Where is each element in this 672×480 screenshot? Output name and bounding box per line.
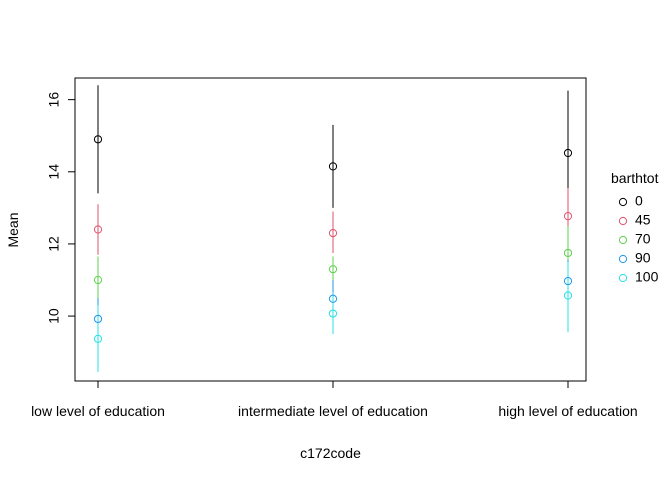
legend-marker-0 — [618, 197, 628, 207]
point-45 — [93, 225, 103, 234]
point-45 — [328, 229, 338, 238]
point-90 — [93, 314, 103, 324]
y-axis: 10 12 14 16 — [46, 92, 76, 324]
error-bars — [97, 85, 569, 372]
point-0 — [93, 135, 103, 144]
x-tick-label: high level of education — [498, 403, 637, 419]
point-70 — [328, 265, 338, 274]
legend-label-45: 45 — [635, 212, 651, 228]
point-70 — [563, 248, 573, 258]
point-90 — [563, 276, 573, 286]
y-tick-label: 10 — [46, 308, 62, 324]
plot-frame — [74, 77, 587, 382]
point-0 — [563, 148, 573, 158]
x-axis: low level of education intermediate level… — [31, 380, 638, 419]
point-45 — [563, 212, 573, 221]
point-0 — [328, 162, 338, 171]
x-tick-label: intermediate level of education — [238, 403, 428, 419]
point-90 — [328, 294, 338, 303]
x-axis-title: c172code — [300, 445, 361, 461]
legend-marker-100 — [618, 273, 628, 283]
legend-marker-90 — [618, 254, 628, 264]
legend-marker-45 — [618, 216, 628, 226]
legend-label-0: 0 — [635, 193, 643, 209]
legend-label-90: 90 — [635, 250, 651, 266]
legend-label-70: 70 — [635, 231, 651, 247]
legend-title: barthtot — [611, 170, 659, 186]
legend-label-100: 100 — [635, 269, 659, 285]
point-70 — [93, 275, 103, 285]
y-tick-label: 12 — [46, 236, 62, 252]
point-100 — [563, 291, 573, 300]
point-100 — [93, 334, 103, 343]
data-points — [93, 135, 573, 343]
legend-marker-70 — [618, 235, 628, 245]
point-100 — [328, 309, 338, 318]
y-tick-label: 14 — [46, 164, 62, 180]
x-tick-label: low level of education — [31, 403, 165, 419]
y-axis-title: Mean — [5, 212, 21, 247]
legend: barthtot 0 45 70 90 100 — [611, 170, 659, 285]
y-tick-label: 16 — [46, 92, 62, 108]
